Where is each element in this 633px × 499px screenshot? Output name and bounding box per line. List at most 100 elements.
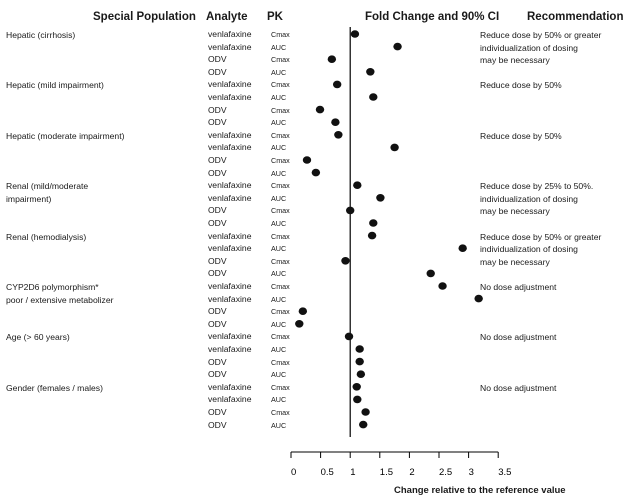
pk-parameter-label: AUC xyxy=(271,118,287,128)
data-point xyxy=(359,420,368,429)
population-label: CYP2D6 polymorphism* xyxy=(6,282,99,292)
pk-parameter-label: Cmax xyxy=(271,30,290,39)
pk-parameter-label: Cmax xyxy=(271,80,290,90)
data-point xyxy=(353,181,362,189)
data-point xyxy=(366,68,375,76)
data-point xyxy=(369,219,378,227)
data-point xyxy=(361,408,370,416)
analyte-label: venlafaxine xyxy=(208,394,252,405)
x-tick-label: 2 xyxy=(409,467,414,478)
pk-parameter-label: Cmax xyxy=(271,130,290,140)
analyte-label: ODV xyxy=(208,205,227,216)
data-point xyxy=(458,244,467,252)
analyte-label: venlafaxine xyxy=(208,79,252,90)
x-axis-ticks: 0 0.5 1 1.5 2 2.5 3 3.5 xyxy=(290,452,511,478)
data-point xyxy=(350,30,360,38)
data-point xyxy=(331,118,340,126)
analyte-label: venlafaxine xyxy=(208,192,252,203)
pk-parameter-label: Cmax xyxy=(271,332,290,342)
pk-parameter-label: AUC xyxy=(271,93,287,102)
header-analyte: Analyte xyxy=(206,11,248,23)
analyte-label: venlafaxine xyxy=(208,331,252,342)
pk-parameter-label: Cmax xyxy=(271,357,290,367)
population-label: Renal (mild/moderate xyxy=(6,181,89,192)
pk-parameter-label: AUC xyxy=(271,42,287,52)
analyte-label: venlafaxine xyxy=(208,180,252,191)
data-point xyxy=(438,282,447,290)
x-tick-label: 3.5 xyxy=(498,467,511,478)
population-label: Age (> 60 years) xyxy=(6,332,70,343)
analyte-label: ODV xyxy=(208,218,227,228)
analyte-label: ODV xyxy=(208,356,227,367)
analyte-label: ODV xyxy=(208,255,227,266)
data-point xyxy=(376,194,385,202)
data-point xyxy=(352,383,361,391)
recommendation-text: individualization of dosing xyxy=(480,42,578,53)
analyte-label: venlafaxine xyxy=(208,381,252,392)
x-tick-label: 1 xyxy=(350,467,355,478)
recommendation-text: Reduce dose by 50% or greater xyxy=(480,231,602,242)
pk-parameter-label: AUC xyxy=(271,168,287,178)
analyte-label: venlafaxine xyxy=(208,293,252,304)
analyte-label: ODV xyxy=(208,268,227,279)
analyte-label: venlafaxine xyxy=(208,41,252,52)
pk-parameter-label: Cmax xyxy=(271,55,290,65)
pk-parameter-label: Cmax xyxy=(271,408,290,417)
pk-parameter-label: AUC xyxy=(271,193,287,203)
data-point xyxy=(474,294,483,303)
header-recommendation: Recommendation xyxy=(527,11,624,23)
x-tick-label: 0.5 xyxy=(321,467,334,478)
data-point xyxy=(346,206,355,215)
pk-parameter-label: AUC xyxy=(271,370,287,380)
analyte-label: venlafaxine xyxy=(208,281,252,291)
recommendation-text: Reduce dose by 50% or greater xyxy=(480,30,602,40)
analyte-label: ODV xyxy=(208,54,227,65)
analyte-label: ODV xyxy=(208,167,227,178)
analyte-label: venlafaxine xyxy=(208,142,252,153)
pk-parameter-label: Cmax xyxy=(271,282,290,291)
analyte-label: venlafaxine xyxy=(208,344,252,354)
data-point xyxy=(341,257,350,265)
x-axis-label: Change relative to the reference value xyxy=(394,485,566,496)
recommendation-text: No dose adjustment xyxy=(480,382,557,393)
data-point xyxy=(355,345,364,353)
data-point xyxy=(332,80,342,89)
analyte-label: ODV xyxy=(208,155,227,165)
pk-parameter-label: AUC xyxy=(271,420,287,430)
x-tick-label: 3 xyxy=(469,467,474,478)
pk-parameter-label: AUC xyxy=(271,319,287,329)
analyte-label: ODV xyxy=(208,419,227,430)
recommendation-text: individualization of dosing xyxy=(480,193,578,204)
pk-parameter-label: Cmax xyxy=(271,181,290,191)
recommendation-text: Reduce dose by 50% xyxy=(480,130,562,141)
data-point xyxy=(295,320,304,328)
data-point xyxy=(356,370,366,379)
data-point xyxy=(298,307,308,316)
recommendation-text: Reduce dose by 50% xyxy=(480,80,562,91)
recommendation-text: No dose adjustment xyxy=(480,282,557,292)
data-point xyxy=(355,357,364,366)
data-point xyxy=(302,156,312,164)
data-point xyxy=(390,143,399,152)
pk-parameter-label: AUC xyxy=(271,143,287,153)
analyte-label: ODV xyxy=(208,318,227,329)
pk-parameter-label: AUC xyxy=(271,345,287,354)
pk-parameter-label: Cmax xyxy=(271,256,290,266)
data-point xyxy=(344,332,354,341)
data-point xyxy=(426,269,435,278)
analyte-label: venlafaxine xyxy=(208,243,252,254)
data-point xyxy=(367,231,377,240)
recommendation-text: individualization of dosing xyxy=(480,244,578,255)
recommendation-text: may be necessary xyxy=(480,206,550,217)
population-label: impairment) xyxy=(6,193,52,204)
analyte-label: ODV xyxy=(208,369,227,380)
x-tick-label: 2.5 xyxy=(439,467,452,478)
data-point xyxy=(369,93,378,101)
pk-parameter-label: Cmax xyxy=(271,307,290,317)
x-tick-label: 0 xyxy=(291,467,296,478)
population-label: Hepatic (mild impairment) xyxy=(6,80,104,91)
x-tick-label: 1.5 xyxy=(380,467,393,478)
recommendation-text: may be necessary xyxy=(480,55,550,66)
analyte-label: venlafaxine xyxy=(208,129,252,140)
population-label: Hepatic (cirrhosis) xyxy=(6,30,76,40)
